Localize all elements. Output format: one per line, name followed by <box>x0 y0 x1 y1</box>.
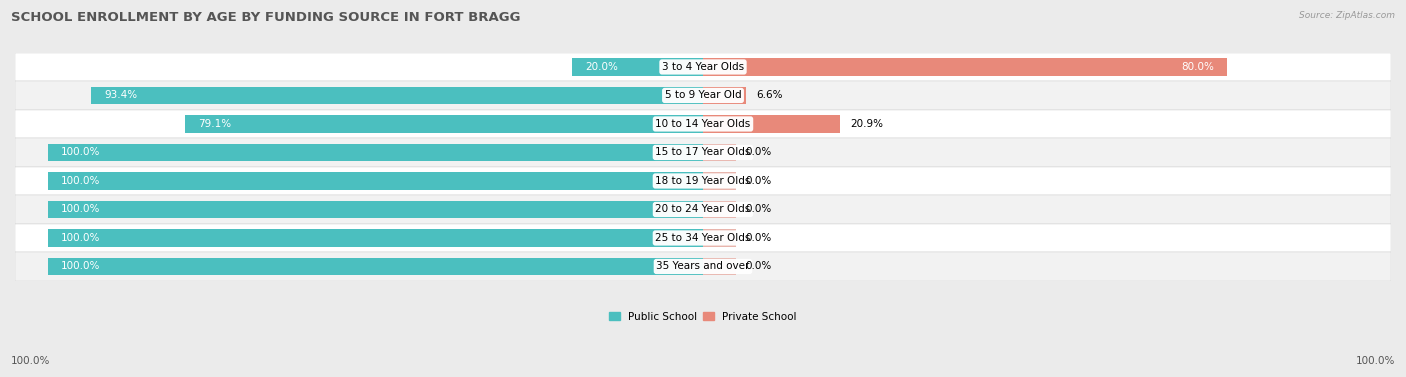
Bar <box>703 257 735 275</box>
Text: 100.0%: 100.0% <box>60 147 100 158</box>
Bar <box>15 195 1391 224</box>
Bar <box>15 81 1391 110</box>
Text: 0.0%: 0.0% <box>745 176 772 186</box>
Text: 0.0%: 0.0% <box>745 147 772 158</box>
Text: 100.0%: 100.0% <box>60 233 100 243</box>
Text: 0.0%: 0.0% <box>745 233 772 243</box>
Text: 100.0%: 100.0% <box>60 262 100 271</box>
Text: 18 to 19 Year Olds: 18 to 19 Year Olds <box>655 176 751 186</box>
Text: 93.4%: 93.4% <box>104 90 138 100</box>
Text: 0.0%: 0.0% <box>745 204 772 215</box>
Text: SCHOOL ENROLLMENT BY AGE BY FUNDING SOURCE IN FORT BRAGG: SCHOOL ENROLLMENT BY AGE BY FUNDING SOUR… <box>11 11 520 24</box>
Text: 100.0%: 100.0% <box>60 176 100 186</box>
Bar <box>15 53 1391 81</box>
Bar <box>48 229 703 247</box>
Text: 10 to 14 Year Olds: 10 to 14 Year Olds <box>655 119 751 129</box>
Text: 35 Years and over: 35 Years and over <box>657 262 749 271</box>
Bar <box>15 167 1391 195</box>
Bar <box>703 201 735 218</box>
Bar <box>703 229 735 247</box>
Text: 20 to 24 Year Olds: 20 to 24 Year Olds <box>655 204 751 215</box>
Text: 25 to 34 Year Olds: 25 to 34 Year Olds <box>655 233 751 243</box>
Text: 100.0%: 100.0% <box>11 356 51 366</box>
Text: 20.0%: 20.0% <box>585 62 617 72</box>
Text: 80.0%: 80.0% <box>1181 62 1215 72</box>
Bar <box>48 257 703 275</box>
Bar <box>572 58 703 76</box>
Bar <box>703 172 735 190</box>
Bar <box>15 252 1391 281</box>
Text: 79.1%: 79.1% <box>198 119 231 129</box>
Bar <box>703 115 839 133</box>
Bar <box>15 224 1391 252</box>
Bar <box>184 115 703 133</box>
Text: 100.0%: 100.0% <box>1355 356 1395 366</box>
Bar <box>48 201 703 218</box>
Bar <box>15 138 1391 167</box>
Bar <box>15 110 1391 138</box>
Bar <box>703 87 747 104</box>
Text: 3 to 4 Year Olds: 3 to 4 Year Olds <box>662 62 744 72</box>
Bar <box>91 87 703 104</box>
Text: Source: ZipAtlas.com: Source: ZipAtlas.com <box>1299 11 1395 20</box>
Bar <box>48 144 703 161</box>
Bar <box>703 144 735 161</box>
Legend: Public School, Private School: Public School, Private School <box>605 307 801 326</box>
Text: 6.6%: 6.6% <box>756 90 783 100</box>
Text: 15 to 17 Year Olds: 15 to 17 Year Olds <box>655 147 751 158</box>
Text: 20.9%: 20.9% <box>849 119 883 129</box>
Text: 100.0%: 100.0% <box>60 204 100 215</box>
Text: 5 to 9 Year Old: 5 to 9 Year Old <box>665 90 741 100</box>
Bar <box>48 172 703 190</box>
Text: 0.0%: 0.0% <box>745 262 772 271</box>
Bar <box>703 58 1227 76</box>
